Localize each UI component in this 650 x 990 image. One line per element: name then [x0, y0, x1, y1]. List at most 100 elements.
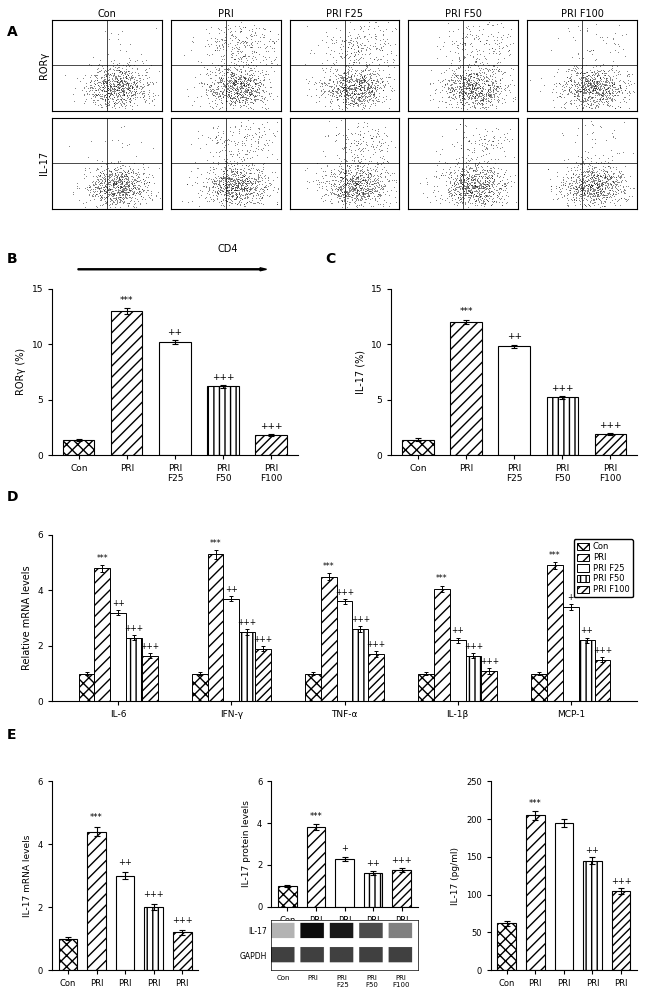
Point: [101, 178, 112, 194]
Point: [578, 180, 588, 196]
Point: [350, 62, 361, 78]
Point: [348, 93, 359, 109]
Point: [99, 69, 109, 85]
Point: [471, 197, 482, 213]
Point: [586, 164, 597, 180]
Point: [573, 86, 583, 102]
Point: [365, 174, 375, 190]
Point: [236, 160, 246, 176]
Point: [140, 61, 150, 77]
Point: [261, 63, 271, 79]
Point: [231, 197, 242, 213]
Point: [214, 22, 224, 38]
Point: [562, 159, 573, 175]
Point: [350, 171, 361, 187]
Point: [242, 82, 253, 98]
Point: [343, 35, 354, 50]
Point: [376, 178, 386, 194]
Point: [108, 80, 118, 96]
Point: [127, 186, 138, 202]
Point: [309, 75, 320, 91]
Point: [574, 179, 584, 195]
Point: [230, 166, 240, 182]
Point: [458, 50, 469, 65]
Point: [223, 131, 233, 147]
Point: [491, 181, 501, 197]
Point: [232, 163, 242, 179]
Point: [618, 183, 628, 199]
Point: [462, 29, 472, 45]
Point: [218, 192, 228, 208]
Point: [209, 66, 220, 82]
Point: [573, 183, 583, 199]
Point: [241, 84, 252, 100]
Point: [495, 191, 506, 207]
Point: [474, 22, 484, 38]
Point: [218, 83, 229, 99]
Point: [594, 191, 604, 207]
Point: [212, 86, 222, 102]
Point: [181, 176, 192, 192]
Point: [602, 74, 612, 90]
Point: [492, 176, 502, 192]
Point: [589, 191, 599, 207]
Point: [133, 176, 143, 192]
Point: [608, 169, 619, 185]
Point: [229, 157, 239, 173]
Point: [229, 93, 240, 109]
Point: [601, 73, 611, 89]
Point: [248, 179, 258, 195]
Point: [224, 87, 234, 103]
Point: [304, 73, 314, 89]
Point: [595, 176, 606, 192]
Point: [581, 64, 592, 80]
Point: [580, 150, 590, 166]
Point: [245, 84, 255, 100]
Point: [383, 165, 393, 181]
Point: [335, 156, 345, 172]
Point: [577, 176, 587, 192]
Point: [112, 73, 123, 89]
Point: [223, 86, 233, 102]
Point: [463, 199, 473, 215]
Point: [319, 192, 330, 208]
Point: [237, 167, 247, 183]
Point: [346, 32, 356, 48]
Point: [481, 192, 491, 208]
Point: [226, 90, 236, 106]
Point: [367, 75, 378, 91]
Point: [554, 179, 564, 195]
Point: [446, 164, 456, 180]
Point: [258, 94, 268, 110]
Point: [491, 36, 502, 51]
Point: [370, 49, 381, 64]
Point: [86, 56, 97, 72]
Point: [465, 66, 476, 82]
Point: [612, 87, 622, 103]
Point: [488, 174, 498, 190]
Point: [481, 85, 491, 101]
Point: [239, 180, 249, 196]
Point: [327, 36, 337, 51]
Point: [473, 157, 483, 173]
Point: [220, 168, 230, 184]
Point: [591, 175, 601, 191]
Point: [118, 77, 128, 93]
Point: [257, 64, 267, 80]
Point: [344, 184, 354, 200]
Point: [99, 71, 109, 87]
Point: [116, 172, 126, 188]
Point: [441, 49, 451, 64]
Point: [480, 161, 490, 177]
Point: [365, 37, 375, 52]
Point: [114, 80, 125, 96]
Point: [470, 88, 480, 104]
Point: [478, 99, 488, 115]
Point: [352, 135, 363, 150]
Point: [218, 78, 229, 94]
Point: [332, 73, 343, 89]
Point: [623, 191, 633, 207]
Point: [125, 92, 136, 108]
Point: [92, 152, 103, 168]
Point: [350, 80, 360, 96]
